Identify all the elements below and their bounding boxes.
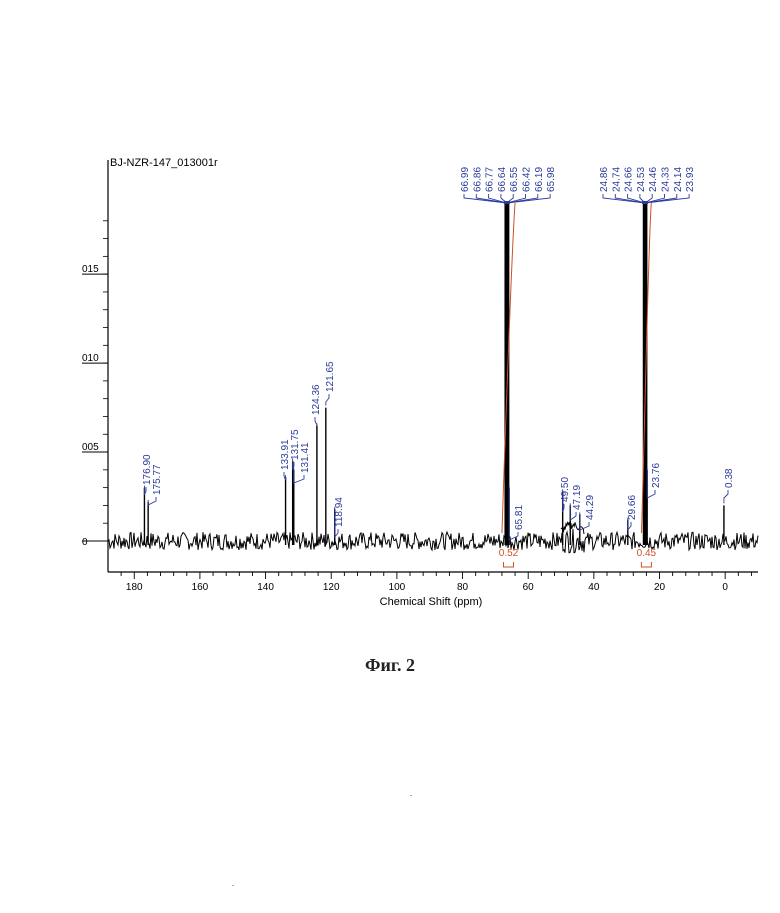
peak-label: 124.36 <box>311 384 322 415</box>
cluster-24-marker <box>642 201 648 204</box>
peak-label: 118.94 <box>334 497 345 527</box>
cluster-24-label: 24.14 <box>673 167 684 192</box>
axes-group <box>108 160 758 572</box>
peak-lines-group <box>144 203 723 545</box>
integral-bracket <box>504 562 514 567</box>
cluster-66-label: 66.19 <box>534 167 545 192</box>
x-tick-label: 0 <box>722 582 728 593</box>
cluster-66-marker <box>504 201 510 204</box>
peak-label: 65.81 <box>514 505 525 530</box>
y-tick-label: 0 <box>82 537 88 548</box>
cluster-24-label: 24.46 <box>648 167 659 192</box>
cluster-66-label: 66.77 <box>485 167 496 192</box>
x-axis-label: Chemical Shift (ppm) <box>380 596 483 608</box>
y-ticks-group: 0 005 010 015 <box>82 221 108 548</box>
x-tick-label: 180 <box>126 582 143 593</box>
cluster-66-label: 66.55 <box>509 167 520 192</box>
x-tick-label: 100 <box>389 582 406 593</box>
x-tick-label: 40 <box>588 582 600 593</box>
x-ticks-group: 180 160 140 120 100 80 60 40 20 0 <box>121 572 751 593</box>
peak-label-leader <box>315 417 317 425</box>
integral-value: 0.52 <box>499 548 519 559</box>
peak-label: 0.38 <box>724 468 735 488</box>
peak-label: 131.41 <box>300 442 311 473</box>
scan-speck <box>410 795 412 796</box>
cluster-24-label: 24.74 <box>611 167 622 192</box>
integral-bracket <box>641 562 651 567</box>
y-tick-label: 010 <box>82 353 99 364</box>
spectrum-trace-group <box>108 522 758 553</box>
peak-label-leader <box>148 497 156 505</box>
x-tick-label: 160 <box>192 582 209 593</box>
peak-label-leader <box>284 472 286 480</box>
y-tick-label: 015 <box>82 264 99 275</box>
cluster-66-label: 66.99 <box>460 167 471 192</box>
peak-label: 47.19 <box>572 485 583 510</box>
peak-label: 29.66 <box>627 495 638 520</box>
figure-caption: Фиг. 2 <box>0 655 780 676</box>
peak-label: 49.50 <box>560 477 571 502</box>
baseline-noise-trace <box>108 529 758 553</box>
peak-label: 23.76 <box>651 463 662 488</box>
scan-speck <box>232 885 234 886</box>
cluster-24-label: 23.93 <box>685 167 696 192</box>
peak-label: 121.65 <box>325 361 336 392</box>
cluster-66-label: 66.86 <box>472 167 483 192</box>
cluster-24-label: 24.66 <box>624 167 635 192</box>
cluster-66-label: 66.64 <box>497 167 508 192</box>
y-tick-label: 005 <box>82 442 99 453</box>
peak-label: 175.77 <box>152 464 163 495</box>
peak-label-leader <box>144 486 146 495</box>
cluster-66-label: 65.98 <box>546 167 557 192</box>
cluster-66-label: 66.42 <box>522 167 533 192</box>
x-tick-label: 20 <box>654 582 666 593</box>
peak-label-leader <box>326 394 329 406</box>
cluster-24-label: 24.86 <box>599 167 610 192</box>
x-tick-label: 120 <box>323 582 340 593</box>
chart-title: BJ-NZR-147_013001r <box>110 157 218 169</box>
x-tick-label: 140 <box>257 582 274 593</box>
peak-label-leader <box>724 490 728 503</box>
peak-label: 44.29 <box>585 495 596 520</box>
x-tick-label: 80 <box>457 582 469 593</box>
integral-value: 0.45 <box>637 548 657 559</box>
x-tick-label: 60 <box>523 582 535 593</box>
cluster-24-label: 24.53 <box>636 167 647 192</box>
cluster-24-label: 24.33 <box>661 167 672 192</box>
